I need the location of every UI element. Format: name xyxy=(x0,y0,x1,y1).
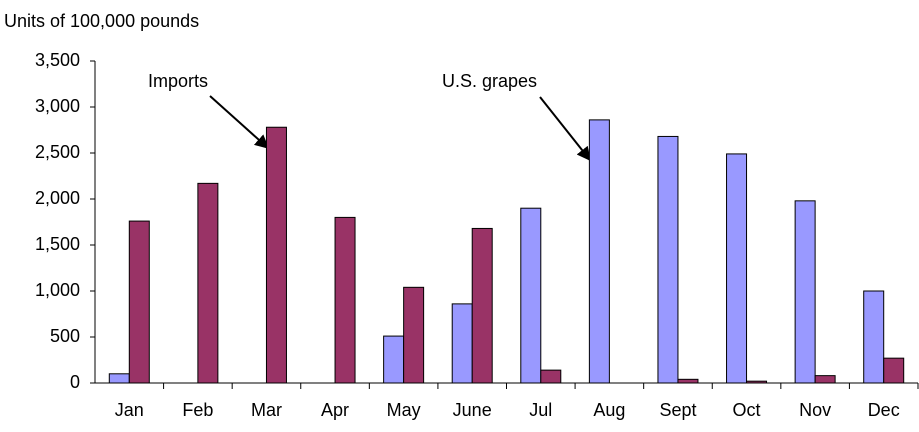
annotation: Imports xyxy=(148,71,208,91)
annotation-arrow xyxy=(209,95,270,149)
x-tick-label: May xyxy=(387,400,421,420)
y-tick-label: 3,500 xyxy=(35,50,80,70)
bar xyxy=(883,357,905,384)
bar xyxy=(383,335,405,384)
x-tick-label: Aug xyxy=(593,400,625,420)
x-tick-label: Jul xyxy=(529,400,552,420)
x-tick-label: Jan xyxy=(115,400,144,420)
y-tick-label: 0 xyxy=(70,372,80,392)
x-tick-label: June xyxy=(453,400,492,420)
bar xyxy=(677,378,699,384)
bar xyxy=(814,375,836,384)
bar xyxy=(588,119,610,384)
x-tick-label: Dec xyxy=(868,400,900,420)
x-tick-label: Oct xyxy=(733,400,761,420)
y-tick-label: 2,500 xyxy=(35,142,80,162)
bar xyxy=(863,290,885,384)
bar xyxy=(794,200,816,384)
x-tick-label: Feb xyxy=(182,400,213,420)
bar xyxy=(403,286,425,384)
y-tick-label: 3,000 xyxy=(35,96,80,116)
annotation-arrow xyxy=(539,96,591,162)
bar xyxy=(197,182,219,384)
x-tick-label: Mar xyxy=(251,400,282,420)
bar xyxy=(657,135,679,384)
y-tick-label: 500 xyxy=(50,326,80,346)
x-tick-label: Apr xyxy=(321,400,349,420)
bar xyxy=(726,153,748,384)
x-tick-label: Nov xyxy=(799,400,831,420)
y-tick-label: 1,500 xyxy=(35,234,80,254)
y-tick-label: 1,000 xyxy=(35,280,80,300)
bar xyxy=(520,207,542,384)
bar xyxy=(265,126,287,384)
axis-title: Units of 100,000 pounds xyxy=(4,11,199,31)
bar xyxy=(540,369,562,384)
bar xyxy=(471,227,493,384)
bar xyxy=(108,373,130,384)
annotation: U.S. grapes xyxy=(442,71,537,91)
y-tick-label: 2,000 xyxy=(35,188,80,208)
x-tick-label: Sept xyxy=(659,400,696,420)
bar xyxy=(451,303,473,384)
bar xyxy=(334,216,356,384)
bar xyxy=(128,220,150,384)
